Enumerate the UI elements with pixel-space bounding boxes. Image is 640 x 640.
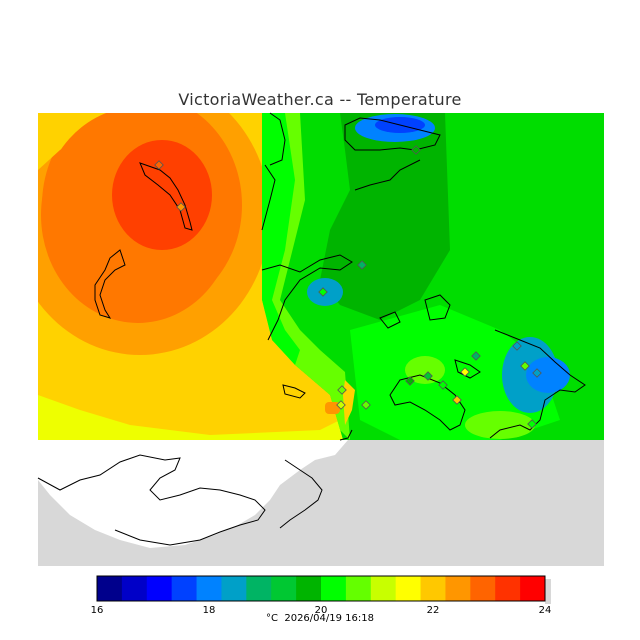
station-marker[interactable] bbox=[471, 351, 481, 361]
time-label: 16:18 bbox=[345, 613, 374, 624]
station-marker[interactable] bbox=[512, 341, 522, 351]
legend-swatch bbox=[470, 576, 496, 601]
station-markers bbox=[154, 145, 542, 429]
station-marker[interactable] bbox=[318, 287, 328, 297]
station-marker[interactable] bbox=[527, 419, 537, 429]
coastlines bbox=[37, 112, 586, 546]
station-marker[interactable] bbox=[452, 395, 462, 405]
legend-swatch bbox=[221, 576, 247, 601]
station-marker[interactable] bbox=[176, 202, 186, 212]
station-marker[interactable] bbox=[438, 380, 448, 390]
legend-swatch bbox=[146, 576, 173, 601]
legend-frame bbox=[96, 575, 546, 602]
legend-tick-20: 20 bbox=[315, 605, 328, 616]
water-body-south bbox=[38, 440, 348, 548]
legend-swatch bbox=[97, 576, 123, 601]
legend-tick-16: 16 bbox=[91, 605, 104, 616]
station-marker[interactable] bbox=[361, 400, 371, 410]
legend-swatch bbox=[321, 576, 347, 601]
legend-swatch bbox=[495, 576, 521, 601]
legend-shadow bbox=[545, 579, 551, 604]
legend-tick-24: 24 bbox=[539, 605, 552, 616]
station-marker[interactable] bbox=[357, 260, 367, 270]
legend-swatch bbox=[395, 576, 422, 601]
station-marker[interactable] bbox=[411, 145, 421, 155]
legend-swatch bbox=[121, 576, 148, 601]
legend-swatch bbox=[196, 576, 222, 601]
station-marker[interactable] bbox=[423, 371, 433, 381]
legend-swatch bbox=[345, 576, 372, 601]
station-marker[interactable] bbox=[532, 368, 542, 378]
legend-swatch bbox=[520, 576, 546, 601]
legend-swatch bbox=[420, 576, 446, 601]
legend-swatch bbox=[246, 576, 272, 601]
legend-swatch bbox=[171, 576, 198, 601]
legend-tick-18: 18 bbox=[203, 605, 216, 616]
legend-swatch bbox=[370, 576, 397, 601]
station-marker[interactable] bbox=[336, 400, 346, 410]
map-title: VictoriaWeather.ca -- Temperature bbox=[178, 90, 462, 109]
legend-swatch bbox=[296, 576, 322, 601]
legend-swatch bbox=[271, 576, 297, 601]
legend-tick-22: 22 bbox=[427, 605, 440, 616]
station-marker[interactable] bbox=[460, 367, 470, 377]
station-marker[interactable] bbox=[154, 160, 164, 170]
unit-label: °C bbox=[266, 613, 278, 624]
station-marker[interactable] bbox=[405, 376, 415, 386]
legend-swatch bbox=[445, 576, 471, 601]
station-marker[interactable] bbox=[520, 361, 530, 371]
date-label: 2026/04/19 bbox=[284, 613, 342, 624]
legend-caption: °C 2026/04/19 16:18 bbox=[0, 613, 640, 624]
station-marker[interactable] bbox=[337, 385, 347, 395]
